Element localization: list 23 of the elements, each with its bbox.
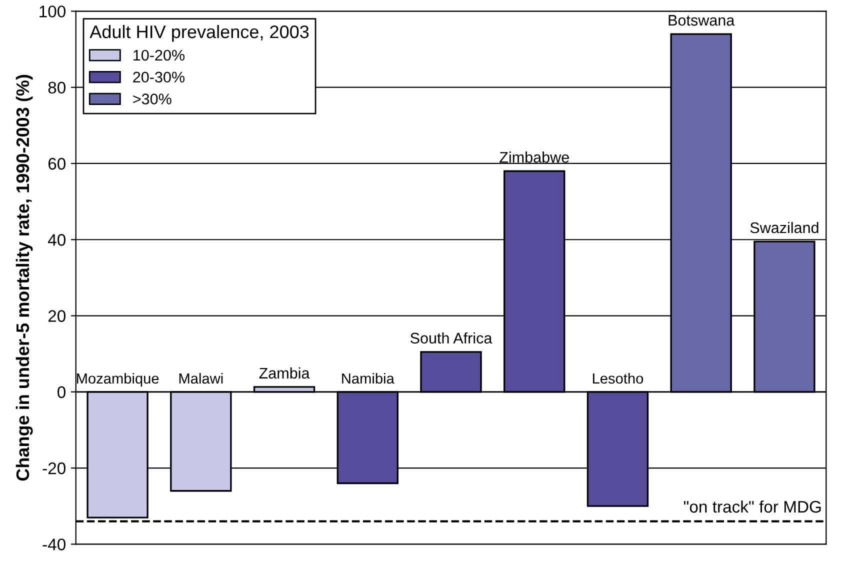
x-tick-label: Lesotho (592, 372, 644, 384)
x-tick-label: Zambia (259, 367, 310, 379)
x-tick-label: Namibia (342, 372, 394, 384)
x-tick-label: Mozambique (77, 372, 159, 387)
y-tick-label: 0 (58, 386, 66, 398)
ref-line-label: "on track" for MDG (684, 500, 821, 513)
legend-title: Adult HIV prevalence, 2003 (90, 24, 309, 42)
y-tick-label: 40 (48, 234, 66, 246)
y-tick-label: 100 (40, 6, 66, 18)
legend-label: 20-30% (133, 72, 185, 83)
x-tick-label: Botswana (668, 15, 735, 26)
y-tick-label: -40 (42, 538, 66, 550)
x-tick-label: Swaziland (750, 222, 818, 234)
y-tick-label: 80 (48, 82, 66, 94)
y-tick-label: -20 (42, 462, 66, 474)
y-tick-label: 60 (48, 158, 66, 170)
legend-label: >30% (133, 94, 172, 104)
x-tick-label: Zimbabwe (500, 152, 569, 163)
legend-label: 10-20% (134, 50, 185, 61)
x-tick-label: South Africa (410, 332, 492, 344)
y-axis-title: Change in under-5 mortality rate, 1990-2003 (%) (16, 74, 33, 481)
y-tick-label: 20 (48, 310, 66, 322)
x-tick-label: Malawi (179, 372, 223, 384)
